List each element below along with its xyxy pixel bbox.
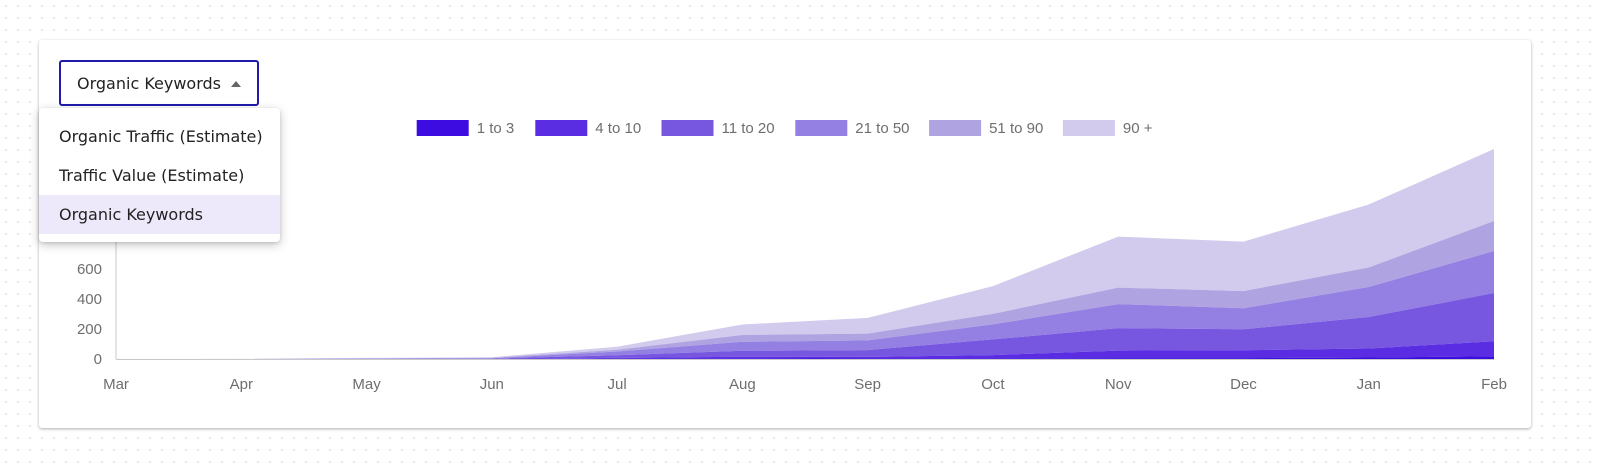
x-tick-label: Jun xyxy=(480,376,504,393)
metric-dropdown-value: Organic Keywords xyxy=(77,73,221,93)
x-tick-label: Apr xyxy=(230,376,253,393)
x-tick-label: May xyxy=(352,376,381,393)
legend-label: 51 to 90 xyxy=(989,120,1043,137)
caret-up-icon xyxy=(231,81,241,87)
area-series-90-plus xyxy=(116,149,1494,359)
menu-item-organic-keywords[interactable]: Organic Keywords xyxy=(39,195,280,234)
legend-swatch xyxy=(535,120,588,136)
chart-card: 1 to 3 4 to 10 11 to 20 21 to 50 51 to 90 90 … xyxy=(39,40,1531,428)
legend-swatch xyxy=(795,120,848,136)
x-tick-label: Dec xyxy=(1230,376,1257,393)
x-tick-label: Jul xyxy=(607,376,626,393)
legend-label: 21 to 50 xyxy=(855,120,909,137)
x-tick-label: Nov xyxy=(1105,376,1132,393)
chart-areas xyxy=(116,149,1494,359)
legend-label: 90 + xyxy=(1123,120,1153,137)
y-tick-label: 600 xyxy=(77,261,102,278)
chart-legend: 1 to 3 4 to 10 11 to 20 21 to 50 51 to 90 90 … xyxy=(416,120,1153,137)
x-tick-label: Sep xyxy=(854,376,881,393)
y-tick-label: 0 xyxy=(94,351,102,368)
area-chart: 1 to 3 4 to 10 11 to 20 21 to 50 51 to 90 90 … xyxy=(77,120,1507,393)
area-series-1-to-3 xyxy=(116,356,1494,359)
legend-swatch xyxy=(1062,120,1115,136)
legend-label: 1 to 3 xyxy=(477,120,515,137)
menu-item-traffic-value[interactable]: Traffic Value (Estimate) xyxy=(59,166,245,185)
area-series-4-to-10 xyxy=(116,341,1494,359)
x-tick-label: Feb xyxy=(1481,376,1507,393)
metric-dropdown-menu: Organic Traffic (Estimate) Traffic Value… xyxy=(39,108,280,242)
x-tick-label: Jan xyxy=(1357,376,1381,393)
legend-swatch xyxy=(661,120,714,136)
y-tick-label: 400 xyxy=(77,291,102,308)
legend-swatch xyxy=(416,120,469,136)
y-tick-label: 200 xyxy=(77,321,102,338)
metric-dropdown[interactable]: Organic Keywords xyxy=(59,60,259,106)
chart-axes: 0 200 400 600 Mar Apr May Jun Jul Aug Sep Oct Nov Dec… xyxy=(77,190,1507,393)
legend-swatch xyxy=(929,120,982,136)
x-tick-label: Mar xyxy=(103,376,129,393)
legend-label: 11 to 20 xyxy=(722,120,775,137)
area-series-11-to-20 xyxy=(116,293,1494,359)
x-tick-label: Aug xyxy=(729,376,756,393)
legend-label: 4 to 10 xyxy=(595,120,641,137)
menu-item-organic-traffic[interactable]: Organic Traffic (Estimate) xyxy=(59,127,263,146)
x-tick-label: Oct xyxy=(981,376,1005,393)
